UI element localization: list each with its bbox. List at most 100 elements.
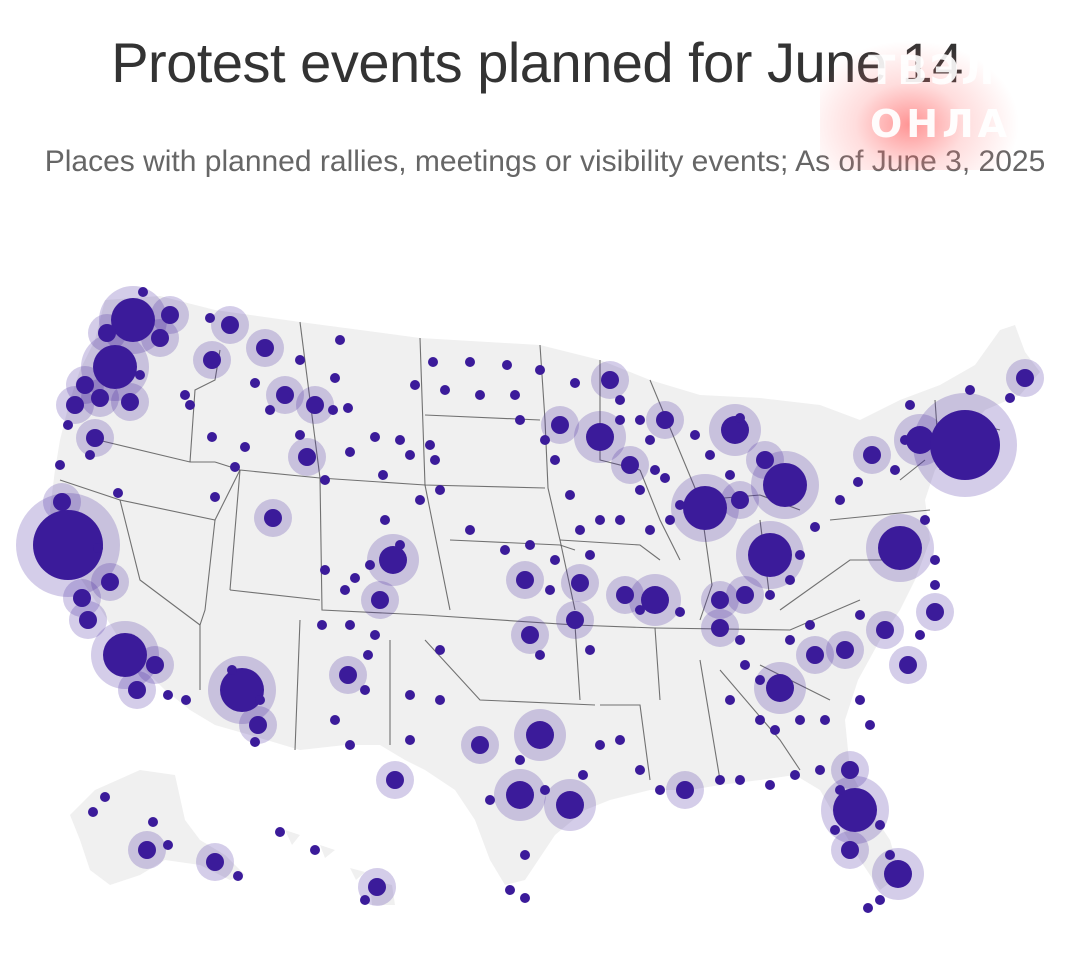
event-marker <box>635 485 645 495</box>
event-marker <box>675 607 685 617</box>
event-marker <box>815 765 825 775</box>
event-marker <box>830 825 840 835</box>
event-marker <box>765 590 775 600</box>
event-marker <box>395 435 405 445</box>
event-marker <box>615 395 625 405</box>
event-marker <box>502 360 512 370</box>
event-marker <box>690 430 700 440</box>
event-marker <box>660 473 670 483</box>
event-marker <box>755 715 765 725</box>
event-marker <box>221 316 239 334</box>
event-marker <box>138 287 148 297</box>
event-marker <box>91 389 109 407</box>
event-marker <box>930 410 1000 480</box>
event-marker <box>185 400 195 410</box>
event-marker <box>345 620 355 630</box>
event-marker <box>227 665 237 675</box>
event-marker <box>735 635 745 645</box>
event-marker <box>435 695 445 705</box>
event-marker <box>595 515 605 525</box>
event-marker <box>520 850 530 860</box>
event-marker <box>180 390 190 400</box>
page-subtitle: Places with planned rallies, meetings or… <box>44 145 1046 178</box>
event-marker <box>656 411 674 429</box>
event-marker <box>551 416 569 434</box>
event-marker <box>339 666 357 684</box>
event-marker <box>884 860 912 888</box>
event-marker <box>295 430 305 440</box>
event-marker <box>53 493 71 511</box>
event-marker <box>317 620 327 630</box>
event-marker <box>146 656 164 674</box>
event-marker <box>79 611 97 629</box>
event-marker <box>161 306 179 324</box>
event-marker <box>795 715 805 725</box>
event-marker <box>635 765 645 775</box>
event-marker <box>111 298 155 342</box>
event-marker <box>148 817 158 827</box>
event-marker <box>378 470 388 480</box>
event-marker <box>76 376 94 394</box>
event-marker <box>755 675 765 685</box>
event-marker <box>405 735 415 745</box>
event-marker <box>535 650 545 660</box>
event-marker <box>575 525 585 535</box>
event-marker <box>256 339 274 357</box>
event-marker <box>683 486 727 530</box>
event-marker <box>425 440 435 450</box>
event-marker <box>705 450 715 460</box>
event-marker <box>368 878 386 896</box>
event-marker <box>566 611 584 629</box>
event-marker <box>181 695 191 705</box>
event-marker <box>350 573 360 583</box>
event-marker <box>833 788 877 832</box>
event-marker <box>103 633 147 677</box>
event-marker <box>207 432 217 442</box>
hawaii <box>285 830 395 905</box>
event-marker <box>875 820 885 830</box>
event-marker <box>328 405 338 415</box>
event-marker <box>735 413 745 423</box>
event-marker <box>306 396 324 414</box>
event-marker <box>345 740 355 750</box>
event-marker <box>151 329 169 347</box>
event-marker <box>906 426 934 454</box>
event-marker <box>249 716 267 734</box>
event-marker <box>113 488 123 498</box>
event-marker <box>905 400 915 410</box>
event-marker <box>865 720 875 730</box>
event-marker <box>363 650 373 660</box>
event-marker <box>86 429 104 447</box>
event-marker <box>395 540 405 550</box>
event-marker <box>763 463 807 507</box>
event-marker <box>890 465 900 475</box>
event-marker <box>570 378 580 388</box>
event-marker <box>220 668 264 712</box>
event-marker <box>240 442 250 452</box>
event-marker <box>740 660 750 670</box>
event-marker <box>370 432 380 442</box>
event-marker <box>965 385 975 395</box>
event-marker <box>330 715 340 725</box>
event-marker <box>790 770 800 780</box>
event-marker <box>163 690 173 700</box>
event-marker <box>525 540 535 550</box>
event-marker <box>748 533 792 577</box>
event-marker <box>98 324 116 342</box>
event-marker <box>415 495 425 505</box>
event-marker <box>585 645 595 655</box>
event-marker <box>405 450 415 460</box>
event-marker <box>770 725 780 735</box>
event-marker <box>264 509 282 527</box>
event-marker <box>93 345 137 389</box>
event-marker <box>806 646 824 664</box>
event-marker <box>805 620 815 630</box>
event-marker <box>500 545 510 555</box>
event-marker <box>233 871 243 881</box>
event-marker <box>210 492 220 502</box>
event-marker <box>370 630 380 640</box>
event-marker <box>163 840 173 850</box>
event-marker <box>899 656 917 674</box>
event-marker <box>1005 393 1015 403</box>
event-marker <box>675 500 685 510</box>
